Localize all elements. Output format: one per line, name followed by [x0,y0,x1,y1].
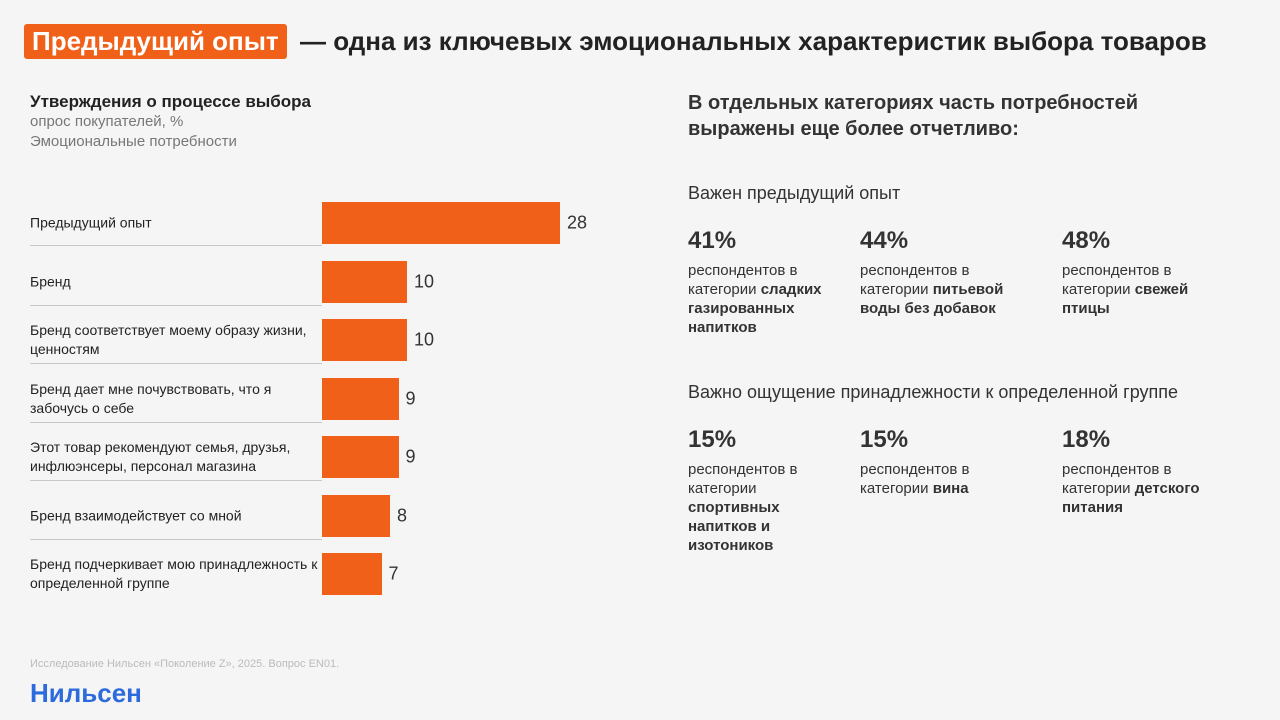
stat-text: респондентов в категории свежей птицы [1062,261,1212,318]
value-label: 9 [405,446,416,467]
stat-text: респондентов в категории спортивных напи… [688,460,800,555]
category-label: Бренд взаимодействует со мной [30,507,242,523]
stat-value: 18% [1062,426,1111,453]
stat-value: 44% [860,227,909,254]
group-title: Важен предыдущий опыт [688,183,901,203]
logo: Нильсен [30,678,142,708]
category-label: Бренд [30,273,71,289]
chart-title: Утверждения о процессе выбора [30,92,312,111]
category-label: Предыдущий опыт [30,214,152,231]
stat-text-plain: респондентов в категории [688,262,798,298]
stat-text-bold: сладких газированных напитков [688,281,822,336]
stat-value: 15% [860,426,909,453]
stat-value: 41% [688,227,737,254]
stat-text-plain: респондентов в категории [1062,461,1172,497]
panel-title: В отдельных категориях часть потребносте… [688,92,1138,140]
value-label: 28 [567,212,588,233]
stat-text-bold: спортивных напитков и изотоников [688,499,780,554]
group-title: Важно ощущение принадлежности к определе… [688,382,1179,402]
title: — одна из ключевых эмоциональных характе… [300,26,1207,56]
bar [322,319,407,361]
stat-text: респондентов в категории сладких газиров… [688,261,838,337]
category-label: Этот товар рекомендуют семья, друзья, ин… [30,439,291,474]
stat-text-bold: вина [932,480,969,497]
stat-text: респондентов в категории детского питани… [1062,460,1212,517]
category-label: Бренд подчеркивает мою принадлежность к … [30,556,318,591]
stat-value: 48% [1062,227,1111,254]
chart-subtitle: Эмоциональные потребности [30,133,237,150]
value-label: 8 [397,505,408,525]
bar [322,553,382,595]
value-label: 10 [414,329,435,350]
title-highlight: Предыдущий опыт [24,24,287,59]
source: Исследование Нильсен «Поколение Z», 2025… [30,658,340,670]
separator [30,363,322,364]
bar [322,377,399,420]
separator [30,245,322,246]
bar [322,436,399,478]
stat-text-plain: респондентов в категории [688,461,798,497]
stat-value: 15% [688,426,737,453]
chart-subtitle: опрос покупателей, % [30,113,184,130]
category-label: Бренд соответствует моему образу жизни, … [30,322,307,357]
value-label: 9 [405,388,416,408]
separator [30,421,322,423]
bar [322,202,560,244]
value-label: 7 [388,563,399,584]
stat-text: респондентов в категории вина [860,460,1010,498]
bar [322,494,390,537]
stat-text-plain: респондентов в категории [860,262,970,298]
stat-text-plain: респондентов в категории [1062,262,1172,298]
separator [30,538,322,540]
stat-text-bold: питьевой воды без добавок [860,281,1004,317]
bar [322,260,407,303]
stat-text-plain: респондентов в категории [860,461,970,497]
separator [30,480,322,481]
stat-text-bold: свежей птицы [1062,281,1189,317]
separator [30,304,322,306]
stat-text-bold: детского питания [1062,480,1200,516]
value-label: 10 [414,271,435,291]
category-label: Бренд дает мне почувствовать, что я забо… [30,380,272,416]
stat-text: респондентов в категории питьевой воды б… [860,261,1010,318]
